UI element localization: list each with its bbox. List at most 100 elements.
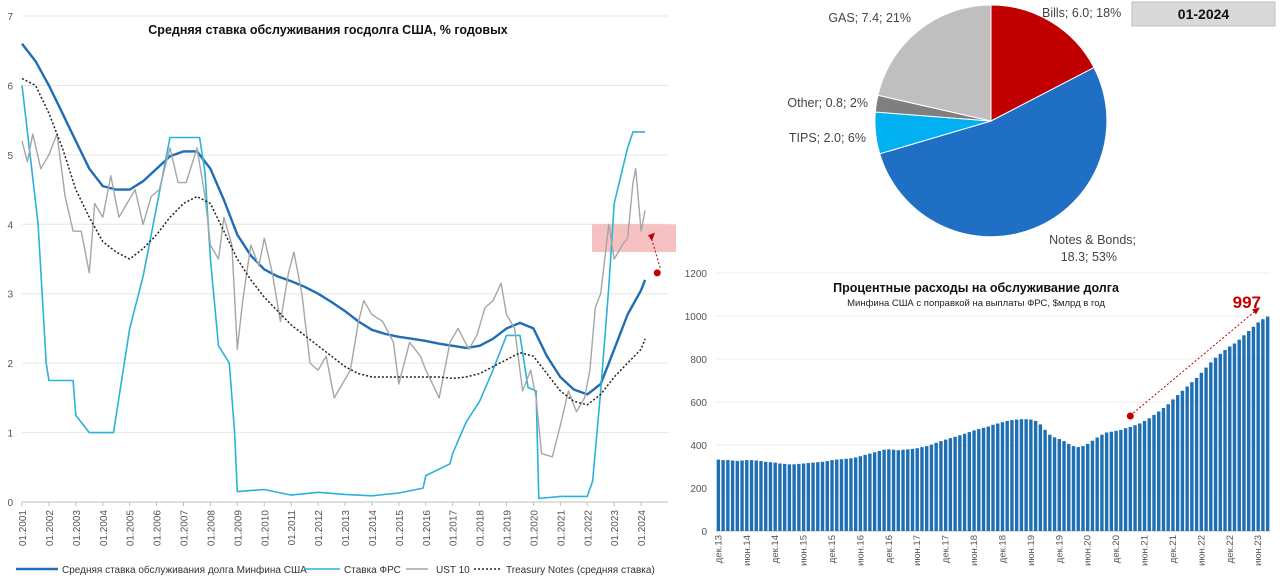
period-badge: 01-2024 bbox=[1131, 1, 1276, 27]
x-tick-label: 01.2016 bbox=[422, 510, 433, 547]
bar bbox=[1123, 428, 1128, 531]
x-tick-label: 01.2022 bbox=[583, 510, 594, 547]
bar bbox=[1081, 446, 1085, 531]
bar bbox=[1048, 434, 1052, 531]
bar bbox=[967, 432, 972, 531]
x-tick-label: 01.2015 bbox=[395, 510, 406, 547]
pie-slice-label: TIPS; 2.0; 6% bbox=[789, 131, 866, 145]
y-tick-label: 600 bbox=[690, 398, 707, 409]
bar bbox=[920, 447, 924, 531]
bar bbox=[768, 462, 773, 531]
x-tick-label: 01.2004 bbox=[99, 510, 110, 547]
bar-chart-y-axis: 0 200 400 600 800 1000 1200 bbox=[685, 269, 708, 538]
x-tick-label: июн.20 bbox=[1083, 535, 1094, 566]
bar bbox=[1109, 431, 1114, 531]
bar bbox=[1095, 437, 1099, 531]
x-tick-label: июн.17 bbox=[912, 535, 923, 566]
bar bbox=[759, 461, 763, 531]
bar bbox=[825, 461, 829, 531]
y-tick-label: 400 bbox=[690, 441, 707, 452]
y-tick-label: 1200 bbox=[685, 269, 708, 280]
bar bbox=[1114, 430, 1118, 531]
bar bbox=[1242, 335, 1246, 531]
bar bbox=[891, 449, 896, 531]
bar bbox=[1133, 425, 1137, 531]
bar bbox=[801, 463, 806, 531]
bar bbox=[1019, 419, 1024, 531]
bar bbox=[792, 464, 796, 531]
y-tick-label: 3 bbox=[7, 290, 13, 301]
forecast-arrow-annotation bbox=[648, 232, 661, 277]
x-tick-label: дек.13 bbox=[713, 535, 724, 563]
bar bbox=[896, 450, 900, 531]
bar bbox=[1261, 319, 1265, 531]
bar bbox=[730, 460, 735, 531]
bar bbox=[925, 446, 929, 531]
bar bbox=[929, 444, 934, 531]
legend-label: Treasury Notes (средняя ставка) bbox=[506, 565, 655, 576]
bar bbox=[1237, 339, 1241, 531]
x-tick-label: 01.2006 bbox=[153, 510, 164, 547]
bar bbox=[977, 429, 981, 531]
interest-expense-bar-chart: Процентные расходы на обслуживание долга… bbox=[685, 269, 1270, 566]
bar bbox=[1209, 362, 1213, 531]
series-line bbox=[21, 77, 646, 406]
x-tick-label: июн.19 bbox=[1026, 535, 1037, 566]
bar bbox=[716, 459, 721, 531]
bar bbox=[934, 442, 938, 531]
x-tick-label: 01.2009 bbox=[233, 510, 244, 547]
x-tick-label: дек.21 bbox=[1168, 535, 1179, 563]
x-tick-label: 01.2007 bbox=[180, 510, 191, 547]
line-chart-y-axis: 0 1 2 3 4 5 6 7 bbox=[7, 12, 13, 509]
bar bbox=[948, 438, 953, 531]
x-tick-label: 01.2002 bbox=[45, 510, 56, 547]
x-tick-label: июн.21 bbox=[1140, 535, 1151, 566]
bar bbox=[877, 451, 882, 531]
bar bbox=[1175, 395, 1180, 531]
bar bbox=[986, 426, 990, 531]
bar bbox=[1010, 420, 1014, 531]
pie-slice bbox=[990, 4, 1095, 122]
bar-chart-subtitle: Минфина США с поправкой на выплаты ФРС, … bbox=[847, 298, 1105, 309]
y-tick-label: 1000 bbox=[685, 312, 708, 323]
x-tick-label: дек.16 bbox=[884, 535, 895, 563]
bar bbox=[797, 463, 801, 531]
bar bbox=[996, 423, 1000, 531]
bar bbox=[745, 460, 749, 531]
bar bbox=[1024, 419, 1028, 531]
x-tick-label: 01.2005 bbox=[126, 510, 137, 547]
bar bbox=[787, 464, 792, 531]
bar bbox=[1194, 377, 1199, 531]
bar bbox=[906, 449, 910, 531]
x-tick-label: дек.22 bbox=[1225, 535, 1236, 563]
average-rate-line-chart: Средняя ставка обслуживания госдолга США… bbox=[7, 12, 676, 576]
x-tick-label: 01.2008 bbox=[206, 510, 217, 547]
bar bbox=[1071, 446, 1076, 531]
bar bbox=[1232, 343, 1237, 531]
y-tick-label: 4 bbox=[7, 220, 13, 231]
x-tick-label: 01.2013 bbox=[341, 510, 352, 547]
y-tick-label: 5 bbox=[7, 151, 13, 162]
pie-slice-label: Other; 0.8; 2% bbox=[787, 96, 868, 110]
pie-slices bbox=[874, 4, 1108, 238]
bar bbox=[1090, 440, 1095, 531]
bar bbox=[1067, 443, 1071, 531]
target-band bbox=[592, 224, 676, 253]
legend-label: Ставка ФРС bbox=[344, 565, 401, 576]
x-tick-label: июн.23 bbox=[1253, 535, 1264, 566]
bar bbox=[1152, 414, 1156, 531]
bar bbox=[981, 427, 986, 531]
bar bbox=[721, 460, 725, 531]
bar bbox=[830, 460, 834, 531]
line-chart-legend: Средняя ставка обслуживания долга Минфин… bbox=[16, 564, 655, 576]
x-tick-label: 01.2017 bbox=[449, 510, 460, 547]
x-tick-label: 01.2014 bbox=[368, 510, 379, 547]
bar bbox=[972, 430, 976, 531]
bar bbox=[1038, 424, 1043, 531]
forecast-arrow-head bbox=[648, 232, 655, 241]
x-tick-label: июн.15 bbox=[799, 535, 810, 566]
bar bbox=[1256, 322, 1260, 531]
pie-slice bbox=[877, 4, 992, 122]
bar bbox=[844, 458, 848, 531]
x-tick-label: 01.2023 bbox=[610, 510, 621, 547]
